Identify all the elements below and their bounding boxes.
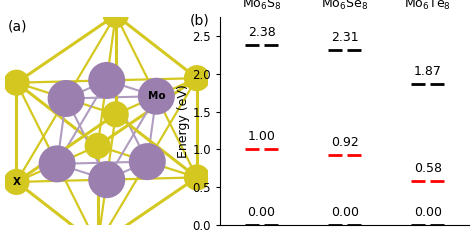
Circle shape xyxy=(38,145,75,182)
Circle shape xyxy=(84,133,111,159)
Text: 0.92: 0.92 xyxy=(331,136,358,149)
Text: 2.38: 2.38 xyxy=(248,26,275,39)
Circle shape xyxy=(88,62,125,99)
Y-axis label: Energy (eV): Energy (eV) xyxy=(177,84,190,158)
Circle shape xyxy=(3,169,29,195)
Circle shape xyxy=(88,161,125,198)
Text: 0.58: 0.58 xyxy=(414,162,442,175)
Text: (b): (b) xyxy=(190,13,210,27)
Circle shape xyxy=(84,232,111,247)
Text: 0.00: 0.00 xyxy=(331,206,359,219)
Circle shape xyxy=(138,78,175,115)
Text: 2.31: 2.31 xyxy=(331,31,358,44)
Circle shape xyxy=(184,65,210,91)
Circle shape xyxy=(103,2,129,28)
Text: 1.87: 1.87 xyxy=(414,65,442,78)
Text: 0.00: 0.00 xyxy=(414,206,442,219)
Text: Mo$_6$Te$_8$: Mo$_6$Te$_8$ xyxy=(404,0,451,12)
Text: 1.00: 1.00 xyxy=(247,130,275,143)
Circle shape xyxy=(47,80,84,117)
Text: X: X xyxy=(12,177,20,187)
Text: 0.00: 0.00 xyxy=(247,206,275,219)
Text: Mo$_6$S$_8$: Mo$_6$S$_8$ xyxy=(242,0,281,12)
Circle shape xyxy=(184,164,210,190)
Text: (a): (a) xyxy=(7,19,27,33)
Circle shape xyxy=(3,70,29,96)
Text: Mo: Mo xyxy=(147,91,165,101)
Circle shape xyxy=(129,143,166,180)
Circle shape xyxy=(103,101,129,127)
Text: Mo$_6$Se$_8$: Mo$_6$Se$_8$ xyxy=(321,0,368,12)
